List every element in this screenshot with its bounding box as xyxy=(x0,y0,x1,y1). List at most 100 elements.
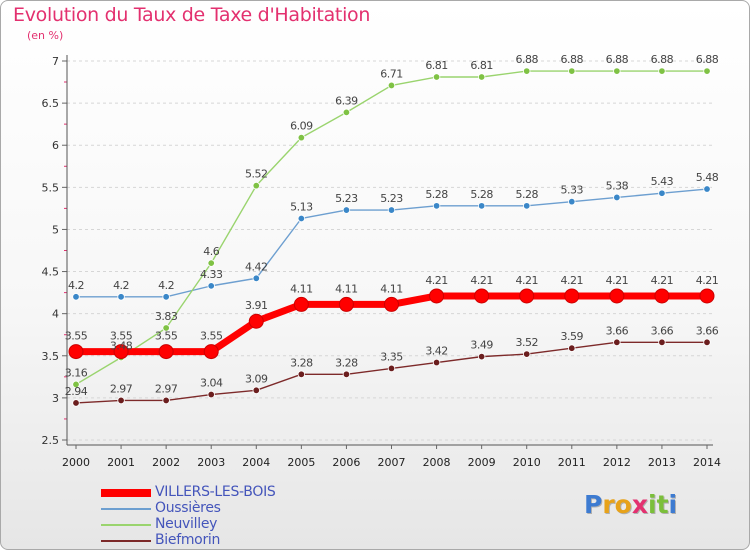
data-point xyxy=(432,73,441,81)
x-tick-label: 2003 xyxy=(197,456,225,469)
data-point xyxy=(568,344,576,352)
data-point xyxy=(158,344,174,360)
data-point xyxy=(252,181,260,190)
data-point xyxy=(703,67,711,75)
data-point xyxy=(658,189,666,197)
data-label: 3.55 xyxy=(155,330,178,343)
data-point xyxy=(429,288,445,304)
x-tick-label: 2005 xyxy=(287,456,315,469)
y-tick-label: 3.5 xyxy=(42,350,60,363)
x-tick-label: 2001 xyxy=(107,456,135,469)
data-point xyxy=(658,67,666,75)
data-point xyxy=(523,202,531,210)
x-tick-label: 2011 xyxy=(558,456,586,469)
data-label: 5.23 xyxy=(380,192,403,205)
y-tick-label: 6.5 xyxy=(42,97,60,110)
data-point xyxy=(342,370,351,379)
y-tick-label: 7 xyxy=(52,55,59,68)
y-tick-label: 6 xyxy=(52,139,59,152)
data-point xyxy=(432,358,441,367)
data-label: 6.88 xyxy=(561,53,584,66)
data-label: 2.94 xyxy=(65,385,88,398)
data-label: 6.09 xyxy=(290,120,313,133)
data-point xyxy=(162,396,170,405)
data-label: 5.33 xyxy=(561,184,584,197)
data-point xyxy=(162,293,170,301)
data-point xyxy=(654,288,670,304)
legend-label: Oussières xyxy=(155,500,221,516)
x-tick-label: 2004 xyxy=(242,456,270,469)
logo-letter: i xyxy=(648,490,657,519)
data-label: 3.28 xyxy=(335,356,358,369)
data-label: 5.52 xyxy=(245,168,268,181)
data-label: 6.81 xyxy=(470,59,493,72)
data-point xyxy=(207,259,215,267)
data-label: 4.11 xyxy=(290,282,313,295)
chart-title: Evolution du Taux de Taxe d'Habitation xyxy=(13,4,371,26)
data-point xyxy=(658,338,666,347)
data-label: 4.6 xyxy=(203,245,219,258)
data-label: 5.28 xyxy=(470,188,493,201)
data-point xyxy=(523,350,531,358)
data-label: 4.2 xyxy=(68,279,84,292)
data-label: 4.21 xyxy=(515,274,538,287)
x-tick-label: 2014 xyxy=(693,456,721,469)
y-tick-label: 2.5 xyxy=(42,434,60,447)
data-label: 3.52 xyxy=(515,336,538,349)
data-point xyxy=(203,344,219,360)
data-point xyxy=(613,193,621,202)
data-label: 3.16 xyxy=(65,366,88,379)
legend-swatch xyxy=(101,524,151,526)
data-point xyxy=(297,133,306,142)
data-label: 3.09 xyxy=(245,372,268,385)
y-tick-label: 3 xyxy=(52,392,59,405)
data-point xyxy=(293,296,309,312)
x-tick-label: 2006 xyxy=(332,456,360,469)
data-point xyxy=(477,352,486,361)
legend-swatch xyxy=(101,489,151,497)
data-label: 3.91 xyxy=(245,299,268,312)
logo-letter: P xyxy=(584,490,603,519)
data-label: 3.04 xyxy=(200,377,223,390)
data-label: 3.55 xyxy=(110,330,133,343)
y-tick-label: 4 xyxy=(52,308,59,321)
data-label: 2.97 xyxy=(110,382,133,395)
data-label: 4.21 xyxy=(425,274,448,287)
data-point xyxy=(68,344,84,360)
data-label: 3.66 xyxy=(606,324,629,337)
legend-swatch xyxy=(101,508,151,510)
data-label: 5.48 xyxy=(696,171,719,184)
data-point xyxy=(338,296,354,312)
data-label: 4.42 xyxy=(245,260,268,273)
data-point xyxy=(477,202,486,210)
data-point xyxy=(703,338,711,347)
data-label: 6.88 xyxy=(696,53,719,66)
data-point xyxy=(477,73,486,81)
logo-letter: x xyxy=(631,490,648,519)
data-point xyxy=(72,399,80,407)
x-tick-label: 2008 xyxy=(423,456,451,469)
logo-letter: i xyxy=(668,490,678,519)
data-label: 6.71 xyxy=(380,67,403,80)
data-label: 5.43 xyxy=(651,175,674,188)
data-label: 3.66 xyxy=(651,324,674,337)
x-tick-label: 2000 xyxy=(62,456,90,469)
data-label: 3.83 xyxy=(155,310,178,323)
x-tick-label: 2012 xyxy=(603,456,631,469)
legend-swatch xyxy=(101,540,151,542)
x-tick-label: 2002 xyxy=(152,456,180,469)
data-point xyxy=(117,293,125,301)
data-point xyxy=(613,338,621,347)
data-label: 4.21 xyxy=(561,274,584,287)
data-label: 3.42 xyxy=(425,345,448,358)
data-label: 4.21 xyxy=(651,274,674,287)
data-point xyxy=(474,288,490,304)
data-label: 6.88 xyxy=(515,53,538,66)
data-point xyxy=(252,386,260,395)
data-label: 3.35 xyxy=(380,350,403,363)
legend-label: VILLERS-LES-BOIS xyxy=(155,484,276,500)
data-label: 3.59 xyxy=(561,330,584,343)
x-tick-label: 2010 xyxy=(513,456,541,469)
